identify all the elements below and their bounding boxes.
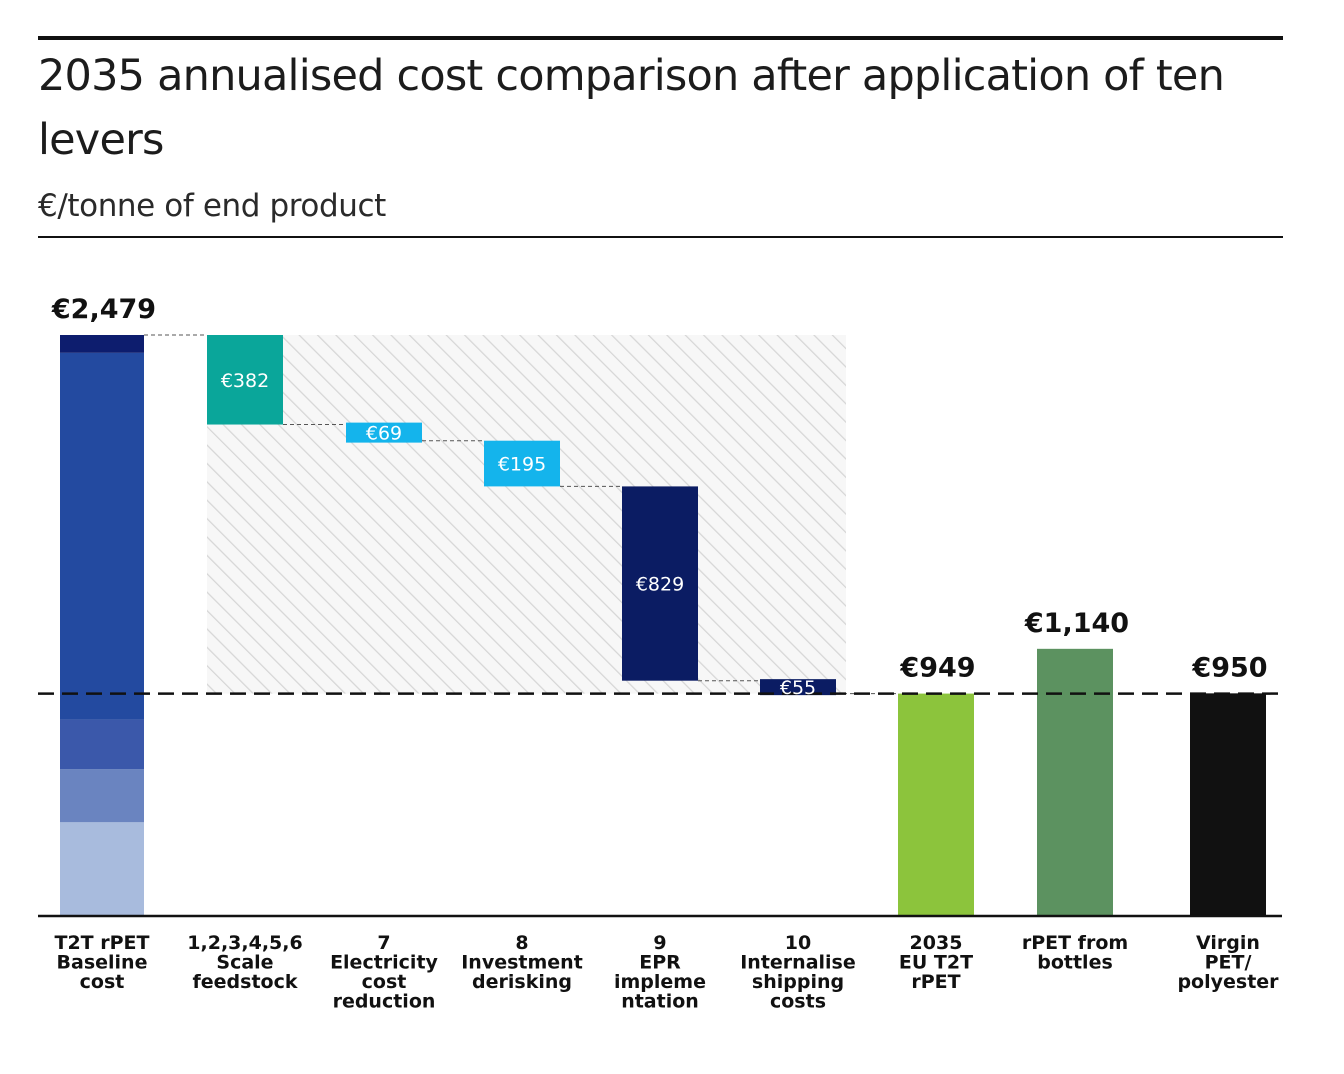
subtitle-rule — [38, 236, 1283, 238]
baseline-segment-3 — [60, 719, 144, 770]
decrease-value-label: €69 — [366, 423, 402, 445]
reduction-hatch-area — [207, 335, 846, 694]
category-label: 10 Internalise shipping costs — [740, 932, 856, 1013]
total-value-label: €2,479 — [51, 294, 156, 325]
total-value-label: €949 — [899, 653, 975, 684]
bar-total-8 — [1037, 648, 1113, 916]
bar-total-9 — [1190, 693, 1266, 916]
category-label: 1,2,3,4,5,6 Scale feedstock — [187, 932, 302, 993]
category-label: rPET from bottles — [1022, 932, 1128, 974]
baseline-segment-5 — [60, 335, 144, 353]
bar-decrease-label-box-2 — [346, 422, 422, 443]
title-top-rule — [38, 36, 1283, 40]
bar-total-7 — [898, 693, 974, 916]
category-label: 8 Investment derisking — [461, 932, 583, 993]
category-label: 2035 EU T2T rPET — [899, 932, 973, 993]
chart-title: 2035 annualised cost comparison after ap… — [38, 51, 1225, 165]
baseline-segment-2 — [60, 769, 144, 823]
bar-decrease-1 — [207, 335, 283, 425]
category-label: 9 EPR impleme ntation — [614, 932, 706, 1013]
bar-decrease-4 — [622, 486, 698, 681]
decrease-value-label: €382 — [221, 370, 269, 392]
baseline-segment-4 — [60, 352, 144, 720]
decrease-value-label: €829 — [636, 574, 684, 596]
bar-decrease-3 — [484, 440, 560, 487]
decrease-value-label: €195 — [498, 454, 546, 476]
baseline-segment-1 — [60, 822, 144, 916]
bar-decrease-label-box-5 — [760, 679, 836, 696]
chart-subtitle: €/tonne of end product — [38, 188, 386, 224]
category-label: T2T rPET Baseline cost — [55, 932, 150, 993]
total-value-label: €950 — [1191, 652, 1267, 683]
category-label: Virgin PET/polyester — [1177, 932, 1279, 993]
total-value-label: €1,140 — [1024, 608, 1129, 639]
decrease-value-label: €55 — [780, 677, 816, 699]
category-label: 7 Electricity cost reduction — [330, 932, 438, 1013]
